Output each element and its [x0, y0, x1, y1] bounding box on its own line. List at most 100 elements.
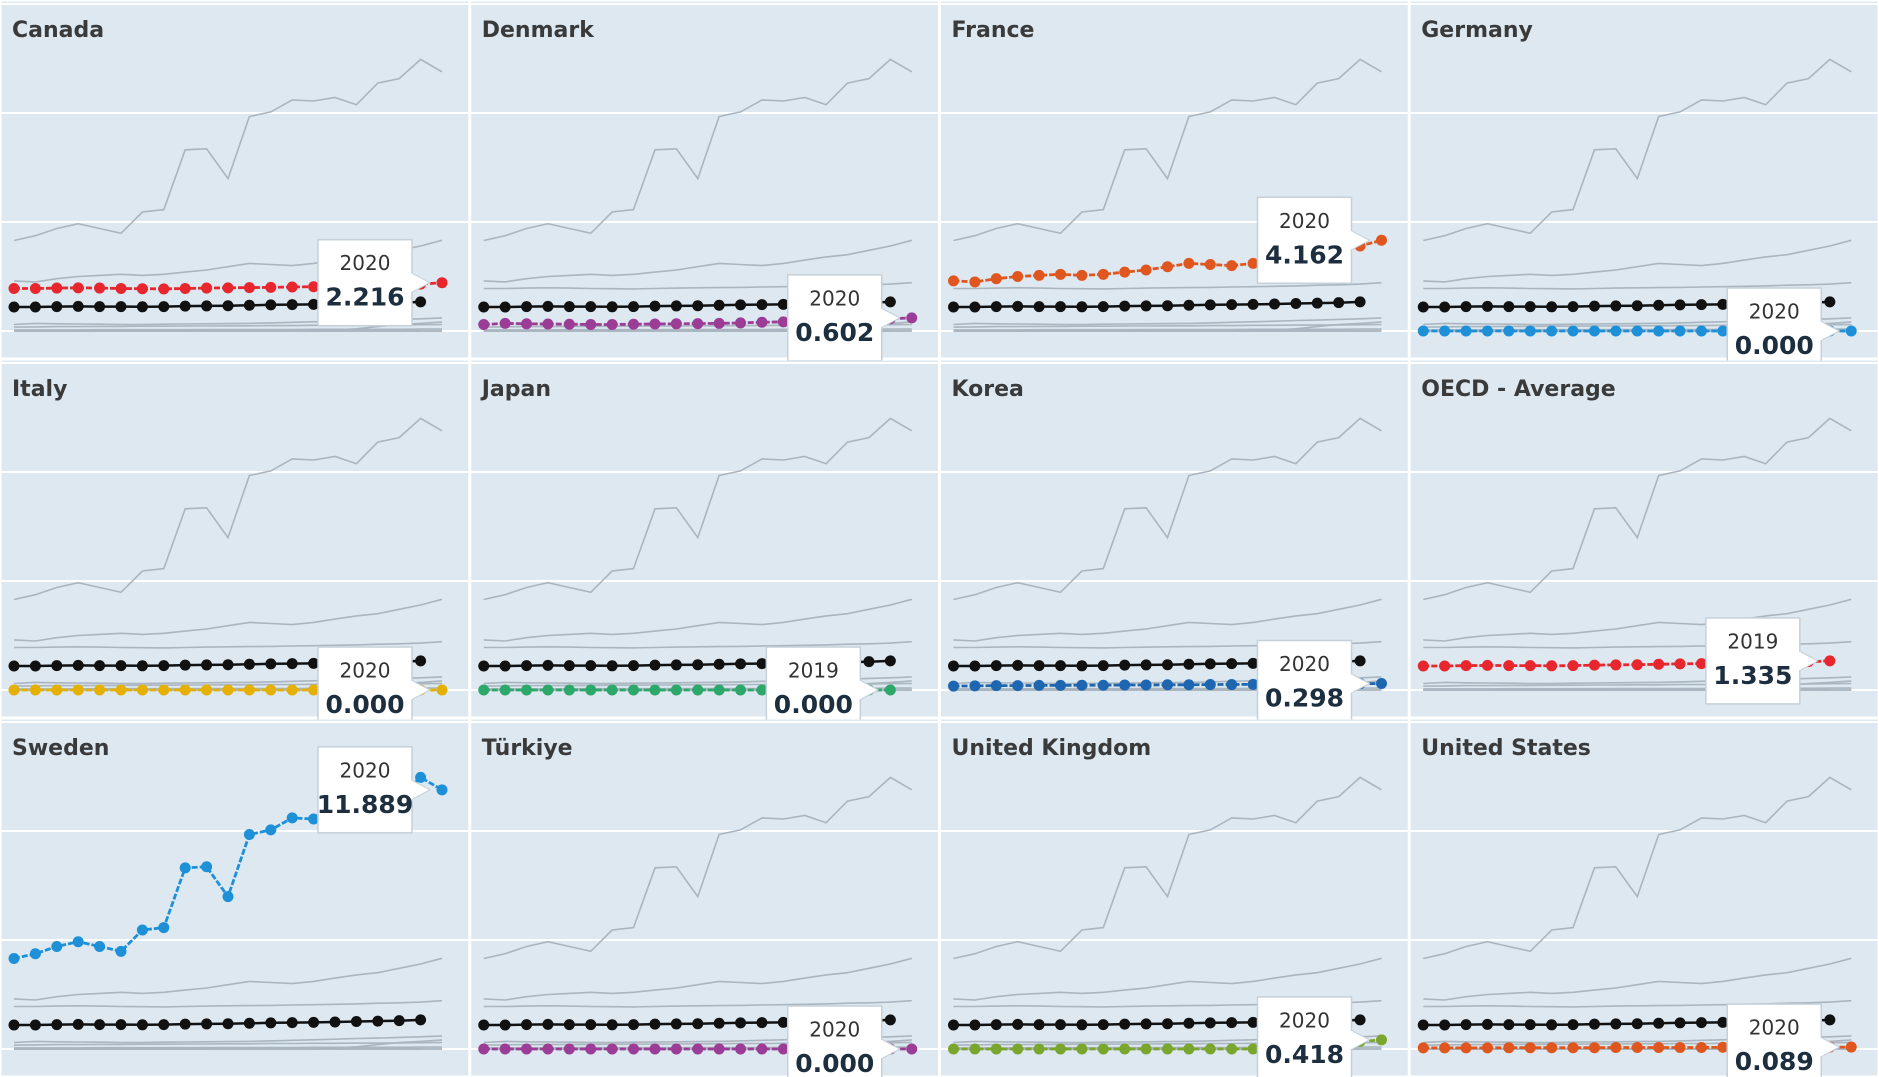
series-dot	[201, 861, 213, 873]
series-dot	[1097, 268, 1109, 280]
series-dot	[735, 317, 747, 329]
reference-dot	[72, 1018, 84, 1030]
series-dot	[1567, 325, 1579, 337]
reference-dot	[884, 655, 896, 667]
reference-dot	[1653, 1017, 1665, 1029]
reference-dot	[329, 1016, 341, 1028]
panel-title: Italy	[12, 377, 67, 402]
panel-title: Sweden	[12, 736, 109, 761]
reference-dot	[1097, 660, 1109, 672]
series-dot	[29, 282, 41, 294]
series-dot	[1695, 325, 1707, 337]
series-dot	[670, 684, 682, 696]
series-dot	[1439, 660, 1451, 672]
series-dot	[265, 281, 277, 293]
reference-dot	[51, 301, 63, 313]
reference-dot	[542, 1018, 554, 1030]
series-dot	[1247, 1043, 1259, 1055]
reference-dot	[1012, 1018, 1024, 1030]
panel: 2020 0.602 Denmark	[471, 1, 938, 362]
reference-dot	[1567, 301, 1579, 313]
series-dot	[1204, 679, 1216, 691]
series-dot	[628, 1043, 640, 1055]
series-dot	[563, 1043, 575, 1055]
reference-dot	[670, 300, 682, 312]
tooltip-cover	[1349, 1030, 1353, 1049]
reference-dot	[1653, 299, 1665, 311]
series-dot	[1033, 1043, 1045, 1055]
series-dot	[670, 318, 682, 330]
tooltip-box	[317, 746, 413, 834]
panel: 2020 0.298 Korea	[941, 360, 1408, 728]
panel-title: Japan	[480, 377, 551, 402]
reference-dot	[179, 1018, 191, 1030]
series-dot	[1140, 264, 1152, 276]
reference-dot	[735, 1017, 747, 1029]
panel: 2019 0.000 Japan	[471, 360, 938, 734]
reference-dot	[1204, 658, 1216, 670]
tooltip-year: 2020	[1279, 1008, 1330, 1032]
series-dot	[585, 684, 597, 696]
series-dot	[1204, 259, 1216, 271]
panel: 2020 0.418 United Kingdom	[941, 719, 1408, 1077]
other-line	[953, 58, 1382, 242]
reference-dot	[1503, 1019, 1515, 1031]
series-dot	[1162, 1043, 1173, 1055]
reference-dot	[585, 660, 597, 672]
series-dot	[585, 1043, 597, 1055]
reference-dot	[1503, 301, 1515, 313]
reference-dot	[1119, 659, 1131, 671]
reference-dot	[72, 659, 84, 671]
reference-dot	[222, 1018, 234, 1030]
other-line	[13, 1041, 443, 1046]
reference-dot	[350, 1016, 362, 1028]
series-dot	[1417, 1042, 1429, 1054]
series-dot	[1653, 325, 1665, 337]
reference-dot	[884, 1014, 896, 1026]
reference-dot	[29, 1019, 41, 1031]
series-dot	[1674, 658, 1686, 670]
series-dot	[1567, 1042, 1579, 1054]
series-dot	[158, 922, 170, 934]
series-dot	[222, 891, 234, 903]
series-dot	[1076, 269, 1088, 281]
series-dot	[1226, 260, 1238, 272]
reference-dot	[948, 1019, 959, 1031]
series-dot	[1012, 1043, 1024, 1055]
other-line	[14, 999, 443, 1008]
reference-dot	[1097, 301, 1109, 313]
series-dot	[1417, 325, 1429, 337]
other-line	[1423, 239, 1852, 283]
reference-dot	[948, 301, 959, 313]
reference-dot	[585, 301, 597, 313]
series-dot	[1524, 660, 1536, 672]
reference-dot	[1824, 1014, 1836, 1026]
reference-dot	[628, 660, 640, 672]
series-dot	[735, 1043, 747, 1055]
reference-dot	[521, 1019, 533, 1031]
panel-title: Korea	[952, 377, 1024, 402]
tooltip-value: 1.335	[1713, 661, 1792, 690]
reference-dot	[201, 300, 213, 312]
series-dot	[94, 282, 106, 294]
reference-dot	[1119, 1018, 1131, 1030]
series-dot	[308, 684, 320, 696]
reference-dot	[8, 1019, 20, 1031]
series-dot	[179, 862, 191, 874]
reference-dot	[884, 296, 896, 308]
reference-dot	[1631, 1018, 1643, 1030]
series-dot	[563, 318, 575, 330]
reference-dot	[158, 1019, 170, 1031]
other-line	[14, 1039, 443, 1050]
reference-dot	[308, 1016, 320, 1028]
series-dot	[1033, 269, 1045, 281]
reference-dot	[1033, 1019, 1045, 1031]
reference-dot	[201, 1018, 213, 1030]
reference-dot	[1824, 296, 1836, 308]
series-dot	[670, 1043, 682, 1055]
reference-dot	[1546, 301, 1558, 313]
tooltip-year: 2020	[809, 1018, 860, 1042]
tooltip-value: 0.089	[1735, 1047, 1814, 1076]
reference-dot	[1183, 658, 1195, 670]
series-dot	[1610, 325, 1622, 337]
